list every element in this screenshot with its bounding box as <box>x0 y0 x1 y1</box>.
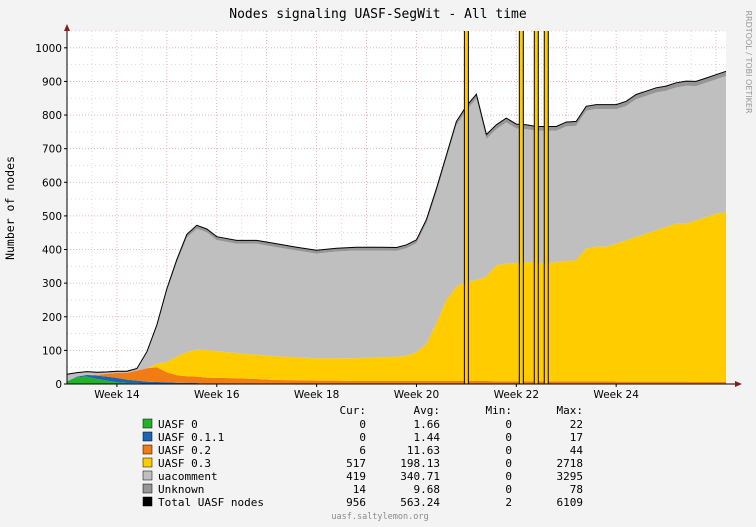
legend-swatch <box>142 457 153 468</box>
legend-value: 0 <box>359 431 366 444</box>
y-tick-label: 300 <box>42 278 62 290</box>
legend-header: Max: <box>557 404 584 417</box>
legend-label: Total UASF nodes <box>158 496 264 509</box>
y-tick-label: 200 <box>42 312 62 324</box>
legend-swatch <box>142 418 153 429</box>
legend-value: 14 <box>353 483 367 496</box>
legend-label: UASF 0.2 <box>158 444 211 457</box>
y-tick-label: 1000 <box>35 43 62 55</box>
area-uasf-0 <box>67 376 726 384</box>
chart-title: Nodes signaling UASF-SegWit - All time <box>229 7 527 22</box>
legend-value: 517 <box>346 457 366 470</box>
x-tick-label: Week 20 <box>394 389 439 401</box>
area-uasf-0-3 <box>67 212 726 382</box>
x-tick-label: Week 16 <box>194 389 240 401</box>
legend-value: 78 <box>570 483 583 496</box>
y-tick-label: 900 <box>42 76 62 88</box>
legend-label: uacomment <box>158 470 218 483</box>
x-tick-label: Week 22 <box>494 389 539 401</box>
legend-value: 6 <box>359 444 366 457</box>
y-tick-label: 500 <box>42 211 62 223</box>
legend-value: 11.63 <box>407 444 440 457</box>
y-tick-label: 0 <box>55 379 62 391</box>
legend-value: 956 <box>346 496 366 509</box>
legend: Cur: Avg: Min: Max: UASF 0 0 1.66 0 22 UASF 0.1.1… <box>142 404 584 509</box>
legend-swatch <box>142 444 153 455</box>
legend-header: Min: <box>486 404 513 417</box>
legend-value: 419 <box>346 470 366 483</box>
footer-url: uasf.saltylemon.org <box>331 512 428 522</box>
spike-bar <box>464 31 469 384</box>
legend-value: 2 <box>505 496 512 509</box>
legend-value: 198.13 <box>400 457 440 470</box>
legend-value: 0 <box>505 470 512 483</box>
y-tick-label: 700 <box>42 144 62 156</box>
legend-header: Avg: <box>414 404 441 417</box>
x-axis-arrow <box>735 381 742 387</box>
total-line <box>66 70 727 375</box>
legend-value: 340.71 <box>400 470 440 483</box>
y-axis-arrow <box>64 24 70 31</box>
y-tick-labels: 0 100 200 300 400 500 600 700 800 900 1000 <box>35 43 67 391</box>
legend-value: 6109 <box>557 496 584 509</box>
legend-value: 0 <box>505 431 512 444</box>
legend-swatch <box>142 431 153 442</box>
spike-bar <box>519 31 524 384</box>
x-tick-label: Week 24 <box>593 389 639 401</box>
legend-value: 1.44 <box>414 431 441 444</box>
legend-value: 44 <box>570 444 584 457</box>
series-areas <box>66 70 727 384</box>
axes <box>64 24 742 387</box>
y-tick-label: 600 <box>42 177 62 189</box>
spikes <box>463 31 549 384</box>
spike-bar <box>544 31 549 384</box>
legend-label: Unknown <box>158 483 204 496</box>
legend-value: 0 <box>505 483 512 496</box>
area-uasf-0-1-1 <box>67 374 726 384</box>
y-tick-label: 800 <box>42 110 62 122</box>
legend-value: 563.24 <box>400 496 440 509</box>
legend-value: 17 <box>570 431 583 444</box>
legend-value: 9.68 <box>414 483 441 496</box>
area-uasf-0-2 <box>67 367 726 384</box>
legend-label: UASF 0.1.1 <box>158 431 224 444</box>
area-uacomment <box>67 76 726 382</box>
spike-bar <box>534 31 539 384</box>
x-tick-label: Week 14 <box>94 389 140 401</box>
y-tick-label: 400 <box>42 245 62 257</box>
legend-swatch <box>142 470 153 481</box>
legend-value: 3295 <box>557 470 584 483</box>
rrdtool-watermark: RRDTOOL / TOBI OETIKER <box>744 10 753 113</box>
y-axis-label: Number of nodes <box>3 156 17 260</box>
legend-header: Cur: <box>340 404 367 417</box>
legend-value: 1.66 <box>414 418 441 431</box>
legend-value: 0 <box>505 418 512 431</box>
legend-value: 0 <box>505 444 512 457</box>
legend-value: 0 <box>505 457 512 470</box>
legend-swatch <box>142 483 153 494</box>
legend-value: 2718 <box>557 457 584 470</box>
legend-value: 0 <box>359 418 366 431</box>
legend-label: UASF 0 <box>158 418 198 431</box>
x-tick-labels: Week 14 Week 16 Week 18 Week 20 Week 22 Week … <box>94 384 639 401</box>
y-tick-label: 100 <box>42 345 62 357</box>
legend-label: UASF 0.3 <box>158 457 211 470</box>
legend-value: 22 <box>570 418 583 431</box>
x-tick-label: Week 18 <box>294 389 339 401</box>
legend-swatch <box>142 496 153 507</box>
